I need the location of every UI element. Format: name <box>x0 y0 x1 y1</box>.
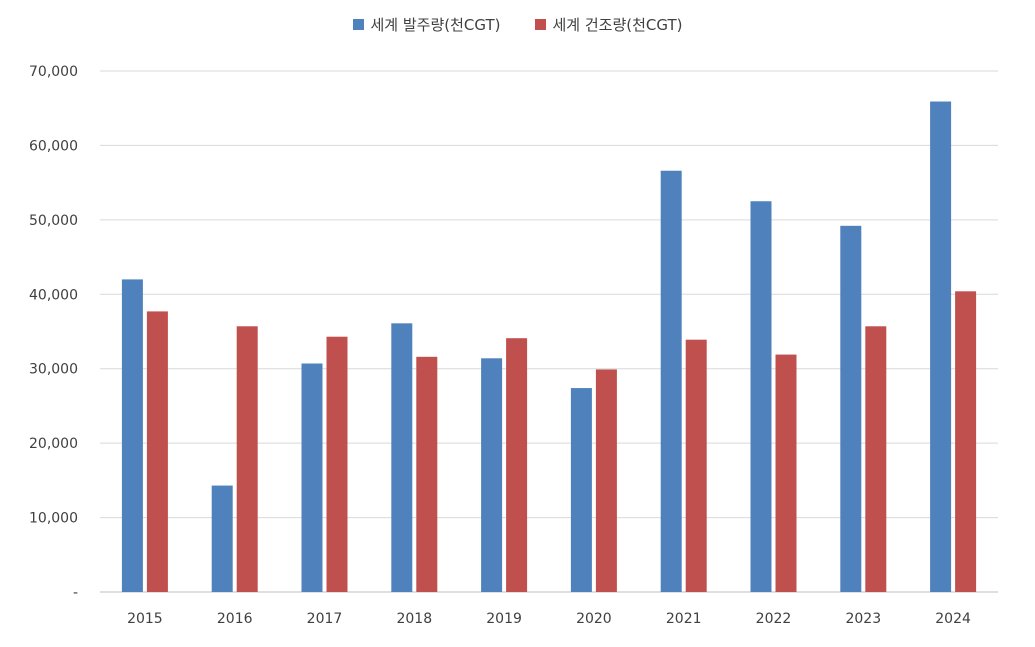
y-tick-label: 20,000 <box>29 436 78 452</box>
y-tick-label: 30,000 <box>29 362 78 378</box>
bar-orders <box>391 323 413 592</box>
legend: 세계 발주량(천CGT) 세계 건조량(천CGT) <box>0 14 1035 35</box>
y-tick-label: 70,000 <box>29 64 78 80</box>
bar-orders <box>211 485 233 592</box>
bar-deliveries <box>775 354 797 592</box>
y-tick-label: 40,000 <box>29 287 78 303</box>
bar-orders <box>930 101 952 592</box>
x-tick-label: 2017 <box>307 611 343 627</box>
y-tick-label: 50,000 <box>29 213 78 229</box>
bar-orders <box>481 358 503 592</box>
bar-deliveries <box>236 326 258 592</box>
bar-deliveries <box>326 336 348 592</box>
y-tick-label: 10,000 <box>29 511 78 527</box>
bar-deliveries <box>955 291 977 592</box>
x-tick-label: 2016 <box>217 611 253 627</box>
legend-swatch-orders <box>352 19 364 30</box>
x-tick-label: 2024 <box>935 611 971 627</box>
x-tick-label: 2020 <box>576 611 612 627</box>
y-tick-label: - <box>73 585 78 601</box>
bar-deliveries <box>595 369 617 592</box>
x-tick-label: 2019 <box>486 611 522 627</box>
bar-deliveries <box>416 356 438 592</box>
bar-orders <box>840 225 862 592</box>
bar-orders <box>301 363 323 592</box>
legend-label-orders: 세계 발주량(천CGT) <box>370 16 501 34</box>
x-tick-label: 2021 <box>666 611 702 627</box>
bar-orders <box>121 279 143 592</box>
bar-orders <box>660 170 682 592</box>
bar-deliveries <box>685 339 707 592</box>
x-tick-label: 2022 <box>756 611 792 627</box>
legend-swatch-deliveries <box>534 19 546 30</box>
y-tick-label: 60,000 <box>29 138 78 154</box>
x-tick-label: 2023 <box>845 611 881 627</box>
legend-label-deliveries: 세계 건조량(천CGT) <box>552 16 683 34</box>
x-tick-label: 2015 <box>127 611 163 627</box>
legend-item-orders: 세계 발주량(천CGT) <box>352 14 501 35</box>
bar-orders <box>750 201 772 592</box>
bar-deliveries <box>865 326 887 592</box>
x-tick-label: 2018 <box>396 611 432 627</box>
bar-orders <box>570 388 592 592</box>
bar-deliveries <box>146 311 168 592</box>
legend-item-deliveries: 세계 건조량(천CGT) <box>534 14 683 35</box>
bar-deliveries <box>506 338 528 592</box>
